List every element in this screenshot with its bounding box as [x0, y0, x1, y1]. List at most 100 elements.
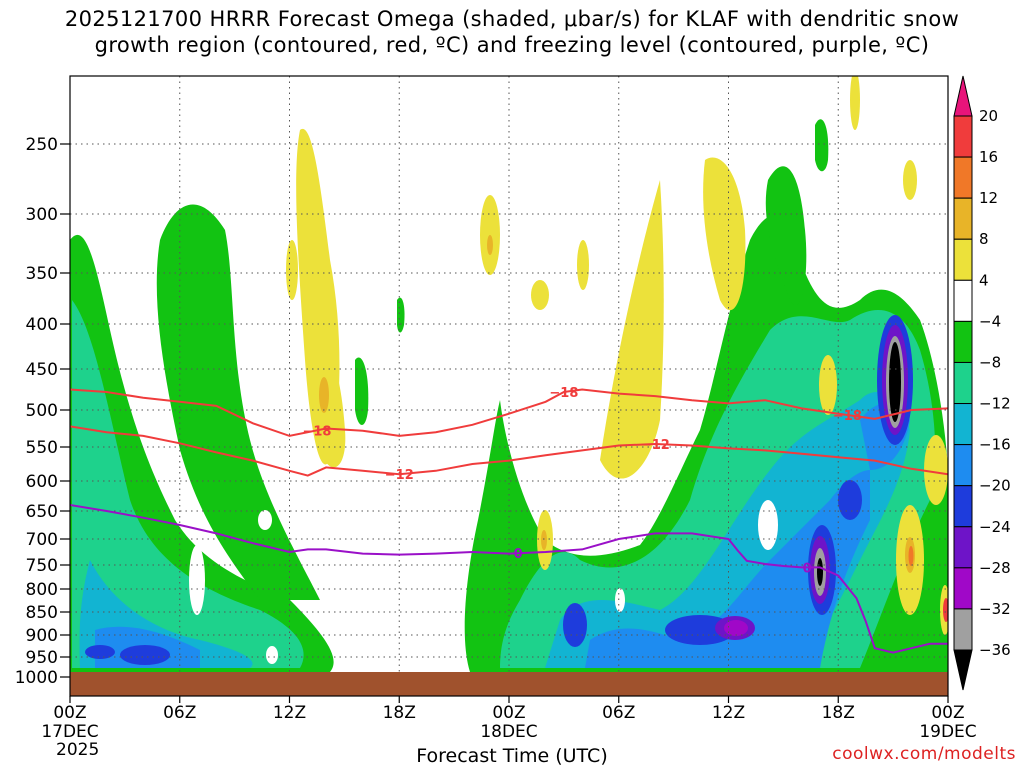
colorbar-label: −8 — [979, 353, 1001, 371]
omega-shade-region — [487, 235, 493, 255]
y-tick-label: 250 — [26, 135, 58, 155]
colorbar-segment — [953, 361, 973, 405]
y-tick-label: 950 — [26, 648, 58, 668]
y-tick-label: 650 — [26, 502, 58, 522]
omega-shade-region — [120, 645, 170, 665]
omega-shade-region — [903, 160, 917, 200]
x-axis-label: Forecast Time (UTC) — [416, 745, 608, 767]
omega-shade-region — [908, 546, 914, 566]
colorbar-bottom-triangle — [953, 649, 973, 691]
ground-surface — [70, 672, 948, 696]
colorbar-segment — [953, 115, 973, 158]
y-tick-label: 700 — [26, 530, 58, 550]
y-tick-label: 400 — [26, 315, 58, 335]
omega-shade-region — [319, 377, 329, 413]
omega-shade-region — [724, 620, 748, 636]
colorbar-label: 12 — [979, 189, 998, 207]
colorbar-label: −28 — [979, 559, 1011, 577]
colorbar-label: 4 — [979, 271, 989, 289]
colorbar-label: −32 — [979, 600, 1011, 618]
chart-title-line2: growth region (contoured, red, ºC) and f… — [94, 33, 930, 57]
omega-shade-region — [258, 510, 272, 530]
y-tick-label: 750 — [26, 556, 58, 576]
colorbar-label: 8 — [979, 230, 989, 248]
colorbar-top-triangle — [953, 75, 973, 117]
omega-shade-region — [266, 646, 278, 664]
y-tick-label: 350 — [26, 264, 58, 284]
chart-title-line1: 2025121700 HRRR Forecast Omega (shaded, … — [64, 7, 960, 31]
x-tick-label: 18Z — [383, 703, 416, 723]
x-tick-label: 06Z — [602, 703, 635, 723]
colorbar-segment — [953, 279, 973, 322]
colorbar-segment — [953, 567, 973, 610]
x-tick-year-label: 2025 — [56, 740, 99, 760]
colorbar-label: 16 — [979, 148, 998, 166]
omega-shade-region — [615, 588, 625, 612]
omega-shade-region — [541, 530, 547, 550]
omega-shade-region — [563, 603, 587, 647]
omega-shade-region — [703, 157, 746, 311]
x-tick-label: 00Z — [492, 703, 525, 723]
contour-label-dgz-minus18: −18 — [549, 386, 578, 401]
omega-shade-region — [355, 357, 369, 425]
pressure-axis: 250 300 350 400 450 500 550 600 650 700 750 800 850 9… — [15, 135, 70, 688]
omega-shade-region — [850, 76, 860, 130]
colorbar-segment — [953, 403, 973, 446]
y-tick-label: 300 — [26, 205, 58, 225]
colorbar-segment — [953, 156, 973, 199]
colorbar-segment — [953, 485, 973, 528]
x-tick-label: 12Z — [273, 703, 306, 723]
omega-shade-region — [924, 435, 948, 505]
temperature-contours: −18 −18 −18 −12 −12 0 0 — [70, 386, 948, 654]
colorbar-label: −4 — [979, 312, 1001, 330]
omega-shade-region — [600, 180, 664, 479]
omega-shade-region — [943, 598, 948, 622]
x-tick-label: 00Z — [931, 703, 964, 723]
omega-shade-region — [765, 166, 807, 306]
x-tick-label: 06Z — [163, 703, 196, 723]
colorbar: 20 16 12 8 4 −4 −8 −12 −16 −20 −24 −28 −32 −36 — [953, 75, 1011, 691]
contour-label-freezing-0: 0 — [803, 561, 812, 576]
omega-shade-region — [819, 355, 837, 415]
colorbar-segment — [953, 197, 973, 240]
omega-shade-region — [189, 545, 205, 615]
chart-title: 2025121700 HRRR Forecast Omega (shaded, … — [0, 6, 1024, 58]
colorbar-label: −36 — [979, 641, 1011, 659]
contour-freezing-0 — [70, 504, 948, 654]
omega-shade-region — [838, 480, 862, 520]
omega-shade-region — [585, 470, 870, 668]
y-tick-label: 800 — [26, 580, 58, 600]
y-tick-label: 850 — [26, 603, 58, 623]
omega-shade-region — [85, 645, 115, 659]
y-tick-label: 550 — [26, 438, 58, 458]
y-tick-label: 1000 — [15, 668, 58, 688]
omega-shade-region — [286, 240, 298, 300]
colorbar-segment — [953, 608, 973, 651]
x-tick-label: 18Z — [822, 703, 855, 723]
omega-shade-region — [72, 300, 304, 668]
y-tick-label: 500 — [26, 401, 58, 421]
contour-label-dgz-minus18: −18 — [302, 424, 331, 439]
colorbar-segment — [953, 320, 973, 363]
colorbar-label: 20 — [979, 107, 998, 125]
omega-shade-region — [815, 119, 829, 172]
contour-label-dgz-minus18: −18 — [833, 409, 862, 424]
contour-dgz-minus18 — [70, 388, 948, 437]
colorbar-segment — [953, 444, 973, 487]
omega-shading — [70, 76, 948, 672]
omega-shade-region — [889, 342, 901, 422]
x-tick-date-label: 19DEC — [919, 722, 976, 742]
y-tick-label: 450 — [26, 360, 58, 380]
y-tick-label: 900 — [26, 626, 58, 646]
x-tick-label: 12Z — [712, 703, 745, 723]
colorbar-label: −24 — [979, 518, 1011, 536]
x-tick-date-label: 18DEC — [480, 722, 537, 742]
omega-shade-region — [577, 240, 589, 290]
colorbar-label: −12 — [979, 395, 1011, 413]
credit-link[interactable]: coolwx.com/modelts — [832, 744, 1016, 764]
omega-shade-region — [758, 500, 778, 550]
x-tick-date-label: 17DEC — [41, 722, 98, 742]
contour-label-dgz-minus12: −12 — [641, 438, 670, 453]
